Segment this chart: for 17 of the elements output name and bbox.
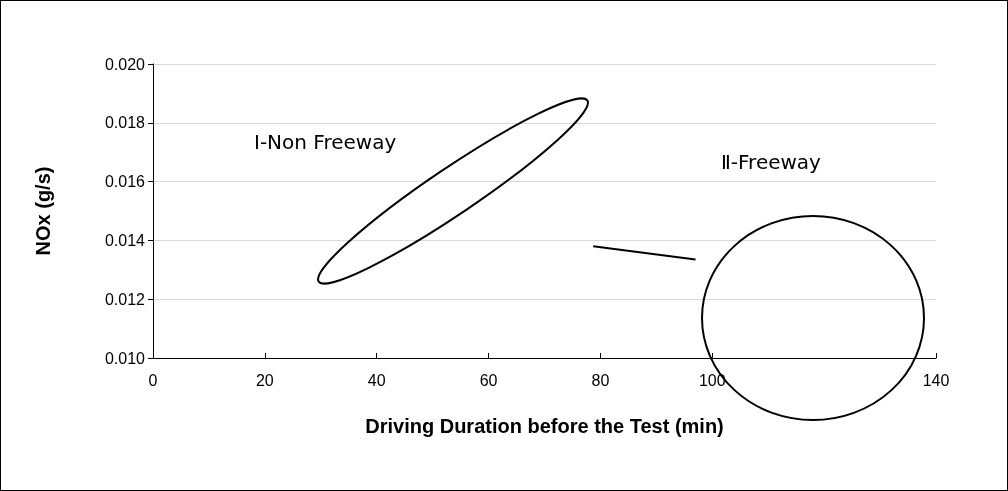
y-tick-label: 0.010 <box>104 349 146 367</box>
x-tick-label: 40 <box>367 371 386 389</box>
y-tick-label: 0.016 <box>104 173 146 191</box>
x-axis-title: Driving Duration before the Test (min) <box>365 415 724 437</box>
y-tick-label: 0.014 <box>104 231 146 249</box>
x-tick-label: 140 <box>922 371 950 389</box>
x-tick-label: 60 <box>479 371 498 389</box>
x-tick-label: 80 <box>591 371 610 389</box>
y-tick-label: 0.012 <box>104 290 146 308</box>
annotation: Ⅰ-Non Freeway <box>254 130 397 154</box>
x-tick-label: 100 <box>698 371 726 389</box>
y-tick-label: 0.020 <box>104 55 146 73</box>
y-tick-label: 0.018 <box>104 114 146 132</box>
y-axis-title: NOx (g/s) <box>32 166 54 256</box>
x-tick-label: 20 <box>255 371 274 389</box>
annotation: Ⅱ-Freeway <box>721 150 822 174</box>
x-tick-label: 0 <box>148 371 158 389</box>
